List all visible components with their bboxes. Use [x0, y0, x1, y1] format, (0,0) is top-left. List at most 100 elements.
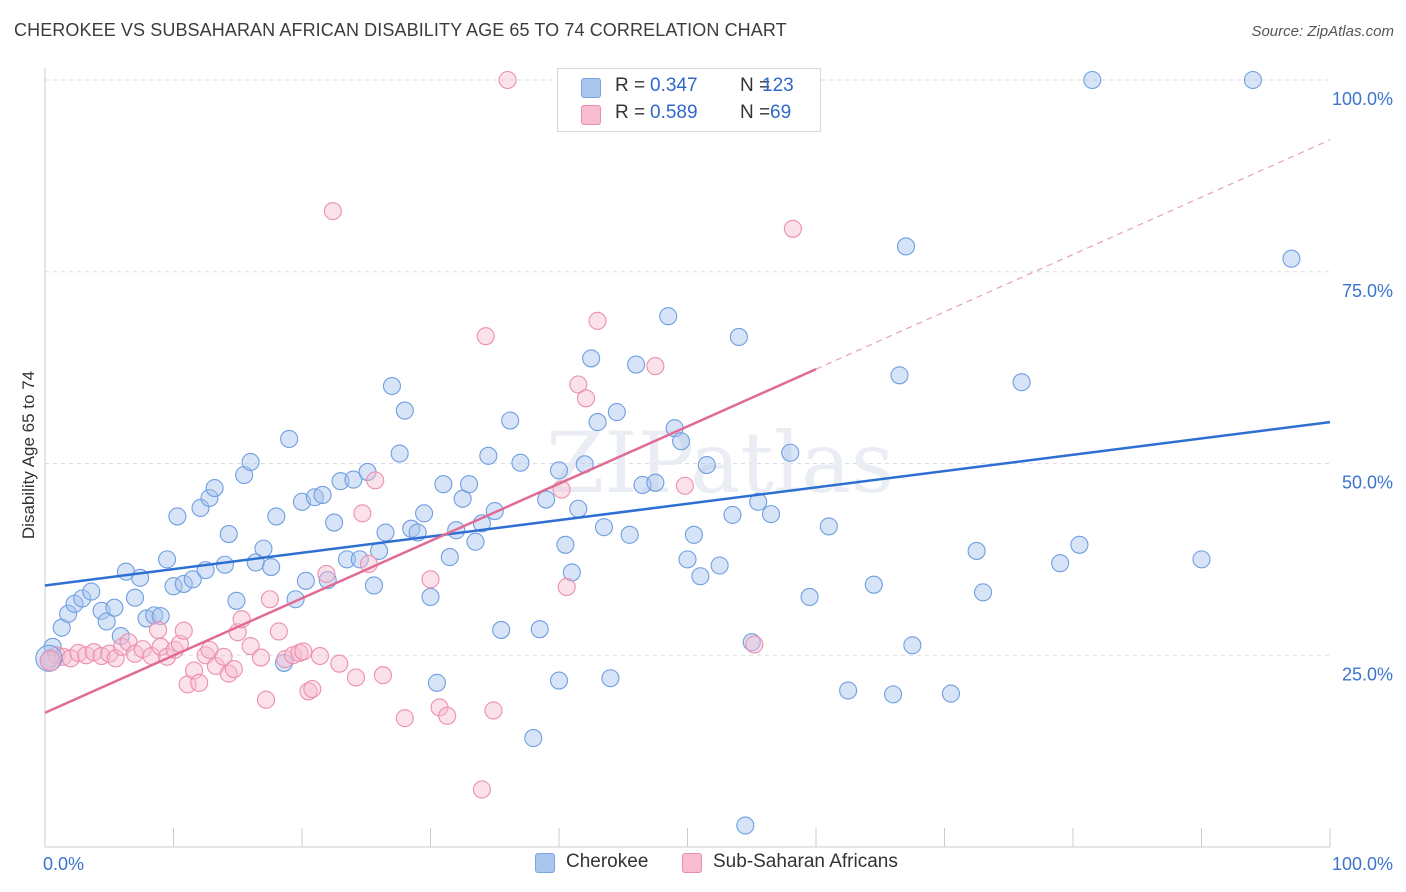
- subsaharan-point: [251, 648, 270, 667]
- cherokee-point: [390, 444, 409, 463]
- legend-row-cherokee: R = 0.347 N = 123: [558, 73, 818, 101]
- subsaharan-point: [783, 219, 802, 238]
- subsaharan-point: [269, 622, 288, 641]
- cherokee-point: [556, 535, 575, 554]
- cherokee-point: [262, 557, 281, 577]
- cherokee-point: [1243, 70, 1262, 90]
- cherokee-point: [1051, 554, 1070, 573]
- subsaharan-point: [569, 375, 588, 394]
- cherokee-point: [1282, 249, 1301, 268]
- cherokee-point: [205, 478, 224, 498]
- cherokee-point: [839, 681, 858, 700]
- cherokee-point: [241, 452, 260, 472]
- subsaharan-point: [498, 70, 517, 90]
- cherokee-point: [594, 518, 614, 537]
- cherokee-point: [267, 507, 286, 526]
- cherokee-point: [941, 684, 960, 703]
- legend-r-value: 0.347: [650, 75, 698, 96]
- cherokee-point: [819, 517, 838, 536]
- subsaharan-trend-line: [44, 368, 817, 714]
- cherokee-point: [864, 575, 883, 594]
- subsaharan-point: [241, 636, 260, 656]
- x-tick-label: 100.0%: [1332, 854, 1393, 874]
- cherokee-point: [376, 523, 395, 542]
- cherokee-point: [549, 461, 569, 480]
- legend-n-label: N =: [740, 102, 771, 123]
- cherokee-point: [684, 525, 703, 544]
- legend-r-label: R =: [615, 102, 646, 123]
- cherokee-point: [158, 550, 177, 569]
- y-axis-title: Disability Age 65 to 74: [19, 370, 38, 540]
- cherokee-point: [672, 432, 691, 451]
- cherokee-point: [569, 499, 588, 518]
- subsaharan-point: [53, 647, 73, 666]
- cherokee-point: [1083, 70, 1102, 90]
- cherokee-point: [479, 446, 498, 465]
- cherokee-point: [82, 582, 101, 601]
- cherokee-point: [1012, 373, 1031, 392]
- cherokee-point: [697, 455, 716, 475]
- y-tick-label: 50.0%: [1342, 473, 1393, 493]
- source-label[interactable]: Source: ZipAtlas.com: [1251, 23, 1394, 40]
- cherokee-point: [145, 606, 164, 625]
- subsaharan-point: [745, 635, 764, 654]
- cherokee-point: [421, 587, 440, 607]
- cherokee-point: [678, 550, 697, 569]
- cherokee-point: [530, 620, 549, 639]
- cherokee-point: [646, 473, 665, 492]
- grid-lines: [45, 79, 1330, 656]
- cherokee-point: [511, 453, 530, 472]
- cherokee-point: [896, 237, 916, 256]
- cherokee-point: [466, 532, 485, 551]
- cherokee-point: [691, 567, 710, 586]
- cherokee-point: [168, 507, 187, 526]
- cherokee-point: [1192, 550, 1211, 569]
- legend-n-value: 69: [770, 102, 792, 123]
- cherokee-point: [364, 576, 384, 595]
- stats-legend: R = 0.347 N = 123 R = 0.589 N = 69: [557, 68, 821, 132]
- legend-swatch-subsaharan: [581, 105, 601, 125]
- legend-swatch-cherokee: [535, 853, 555, 873]
- subsaharan-point: [484, 701, 503, 720]
- legend-n-value: 123: [762, 75, 794, 96]
- cherokee-point: [434, 475, 453, 494]
- cherokee-point: [344, 470, 363, 489]
- cherokee-point: [620, 525, 639, 544]
- cherokee-point: [427, 673, 446, 692]
- cherokee-point: [627, 355, 646, 374]
- cherokee-point: [501, 411, 520, 430]
- cherokee-point: [382, 376, 402, 396]
- cherokee-point: [227, 591, 246, 610]
- trend-lines: [44, 139, 1331, 714]
- cherokee-point: [492, 620, 511, 639]
- legend-n-label: N =: [740, 75, 771, 96]
- legend-swatch-cherokee: [581, 78, 601, 98]
- cherokee-point: [280, 429, 299, 449]
- subsaharan-point: [438, 706, 457, 725]
- cherokee-point: [350, 550, 369, 569]
- subsaharan-point: [106, 649, 125, 668]
- cherokee-point: [781, 443, 800, 462]
- cherokee-point: [183, 570, 202, 589]
- cherokee-point: [296, 571, 315, 590]
- cherokee-point: [537, 490, 556, 509]
- data-points: [35, 70, 1301, 835]
- subsaharan-point: [256, 690, 276, 709]
- subsaharan-point: [346, 668, 366, 687]
- cherokee-point: [313, 485, 332, 504]
- legend-label-subsaharan: Sub-Saharan Africans: [713, 851, 898, 872]
- cherokee-point: [884, 685, 903, 704]
- cherokee-point: [174, 574, 193, 593]
- cherokee-point: [723, 505, 742, 524]
- cherokee-point: [254, 539, 273, 558]
- subsaharan-point: [294, 642, 313, 661]
- cherokee-point: [191, 498, 210, 518]
- cherokee-point: [337, 550, 357, 569]
- subsaharan-point: [310, 646, 330, 666]
- cherokee-point: [97, 612, 116, 631]
- subsaharan-point: [149, 620, 168, 639]
- subsaharan-point: [224, 660, 243, 679]
- cherokee-point: [215, 555, 234, 574]
- subsaharan-point: [366, 471, 385, 490]
- legend-row-subsaharan: R = 0.589 N = 69: [558, 100, 818, 128]
